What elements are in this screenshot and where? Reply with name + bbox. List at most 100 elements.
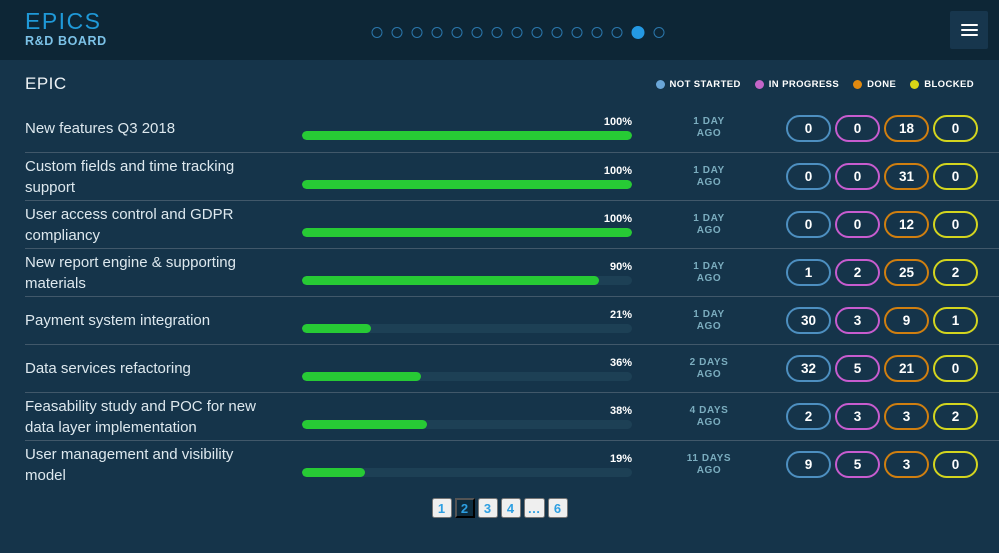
progress-bar-area: 100%: [302, 165, 632, 189]
progress-bar-area: 100%: [302, 116, 632, 140]
progress-bar-track: [302, 419, 632, 429]
updated-line-2: AGO: [696, 272, 722, 284]
count-pill-done: 3: [884, 403, 929, 430]
updated-line-1: 1 DAY: [693, 116, 725, 127]
count-pill-in_progress: 5: [835, 355, 880, 382]
updated-line-1: 11 DAYS: [686, 452, 732, 464]
table-row[interactable]: User access control and GDPR compliancy 1…: [25, 200, 999, 248]
table-row[interactable]: Custom fields and time tracking support 1…: [25, 152, 999, 200]
count-pill-in_progress: 0: [835, 114, 880, 142]
progress-bar-area: 19%: [302, 453, 632, 477]
nav-dot[interactable]: [571, 27, 582, 38]
count-pill-not_started: 0: [786, 114, 831, 142]
menu-button[interactable]: [950, 11, 988, 49]
progress-bar-fill: [302, 467, 365, 477]
updated-line-2: AGO: [696, 320, 722, 332]
count-pill-in_progress: 3: [835, 307, 880, 334]
epic-title-text: New features Q3 2018: [25, 119, 176, 137]
count-pill-blocked: 2: [933, 259, 978, 286]
progress-percent-label: 100%: [603, 116, 632, 128]
count-pill-done: 9: [884, 307, 929, 334]
legend-label: NOT STARTED: [669, 78, 741, 90]
page-link[interactable]: 6: [547, 498, 568, 518]
progress-bar-fill: [302, 371, 421, 381]
nav-dot[interactable]: [653, 27, 664, 38]
updated-line-2: AGO: [696, 368, 722, 380]
nav-dot[interactable]: [531, 27, 542, 38]
status-count-pills: 0 0 31 0: [786, 163, 978, 190]
last-updated-label: 1 DAY AGO: [632, 261, 786, 285]
count-pill-blocked: 0: [933, 211, 978, 238]
updated-line-1: 1 DAY: [693, 212, 725, 224]
progress-bar-fill: [302, 131, 632, 140]
table-row[interactable]: New features Q3 2018 100% 1 DAY AGO 0 0 18 0: [25, 104, 999, 152]
legend-label: BLOCKED: [924, 78, 974, 90]
count-pill-not_started: 0: [786, 211, 831, 238]
progress-percent-label: 100%: [603, 164, 632, 177]
nav-dot[interactable]: [391, 27, 402, 38]
logo-subtitle: R&D BOARD: [25, 34, 107, 48]
page-link[interactable]: 3: [477, 498, 498, 518]
progress-percent-label: 36%: [609, 356, 632, 369]
page-link[interactable]: 1: [431, 498, 452, 518]
nav-dot[interactable]: [491, 27, 502, 38]
hamburger-icon: [960, 21, 978, 38]
nav-dot[interactable]: [431, 27, 442, 38]
updated-line-2: AGO: [696, 224, 722, 236]
last-updated-label: 4 DAYS AGO: [632, 405, 786, 429]
updated-line-2: AGO: [696, 464, 722, 476]
legend-dot-not_started-icon: [655, 79, 665, 89]
progress-bar-track: [302, 227, 632, 237]
pagination: 1 2 3 4… 6: [25, 498, 999, 518]
count-pill-blocked: 0: [933, 163, 978, 190]
last-updated-label: 1 DAY AGO: [632, 213, 786, 237]
legend-label: DONE: [867, 78, 897, 90]
count-pill-not_started: 0: [786, 163, 831, 190]
nav-dot-active[interactable]: [631, 26, 644, 39]
top-bar: EPICS R&D BOARD: [0, 0, 999, 60]
status-count-pills: 0 0 12 0: [786, 211, 978, 238]
page-current[interactable]: 2: [454, 498, 475, 518]
page-link[interactable]: 4: [500, 498, 521, 518]
progress-bar-fill: [302, 227, 632, 237]
progress-percent-label: 100%: [603, 212, 632, 225]
epic-title-text: Feasability study and POC for new data l…: [25, 397, 256, 436]
board-content: EPIC NOT STARTED IN PROGRESS DONE BLOCKED N…: [0, 60, 999, 518]
updated-line-1: 1 DAY: [693, 308, 725, 320]
nav-dot[interactable]: [611, 27, 622, 38]
status-count-pills: 30 3 9 1: [786, 307, 978, 334]
epic-column-header: EPIC: [25, 74, 67, 93]
progress-bar-area: 36%: [302, 357, 632, 381]
nav-dot[interactable]: [411, 27, 422, 38]
page-ellipsis: …: [523, 498, 545, 518]
nav-dot[interactable]: [591, 27, 602, 38]
last-updated-label: 2 DAYS AGO: [632, 357, 786, 381]
status-legend: NOT STARTED IN PROGRESS DONE BLOCKED: [655, 78, 974, 90]
epic-title-text: Custom fields and time tracking support: [25, 157, 235, 196]
table-row[interactable]: User management and visibility model 19% 1…: [25, 440, 999, 488]
count-pill-blocked: 1: [933, 307, 978, 334]
count-pill-done: 12: [884, 211, 929, 238]
table-row[interactable]: Data services refactoring 36% 2 DAYS AGO 32 5…: [25, 344, 999, 392]
nav-dot[interactable]: [451, 27, 462, 38]
table-row[interactable]: New report engine & supporting materials…: [25, 248, 999, 296]
count-pill-in_progress: 3: [835, 403, 880, 430]
count-pill-done: 25: [884, 259, 929, 286]
legend-label: IN PROGRESS: [768, 78, 840, 90]
table-row[interactable]: Feasability study and POC for new data l…: [25, 392, 999, 440]
nav-dot[interactable]: [551, 27, 562, 38]
count-pill-blocked: 0: [933, 355, 978, 382]
progress-bar-area: 21%: [302, 309, 632, 333]
legend-item-in_progress: IN PROGRESS: [754, 78, 840, 90]
table-row[interactable]: Payment system integration 21% 1 DAY AGO 30 3…: [25, 296, 999, 344]
nav-dot[interactable]: [511, 27, 522, 38]
logo-title: EPICS: [25, 8, 102, 34]
progress-bar-track: [302, 131, 632, 140]
count-pill-not_started: 9: [786, 451, 831, 478]
nav-dot[interactable]: [371, 27, 382, 38]
legend-item-blocked: BLOCKED: [910, 79, 974, 90]
epic-title-text: New report engine & supporting materials: [25, 253, 236, 292]
last-updated-label: 11 DAYS AGO: [632, 453, 786, 477]
nav-dot[interactable]: [471, 27, 482, 38]
